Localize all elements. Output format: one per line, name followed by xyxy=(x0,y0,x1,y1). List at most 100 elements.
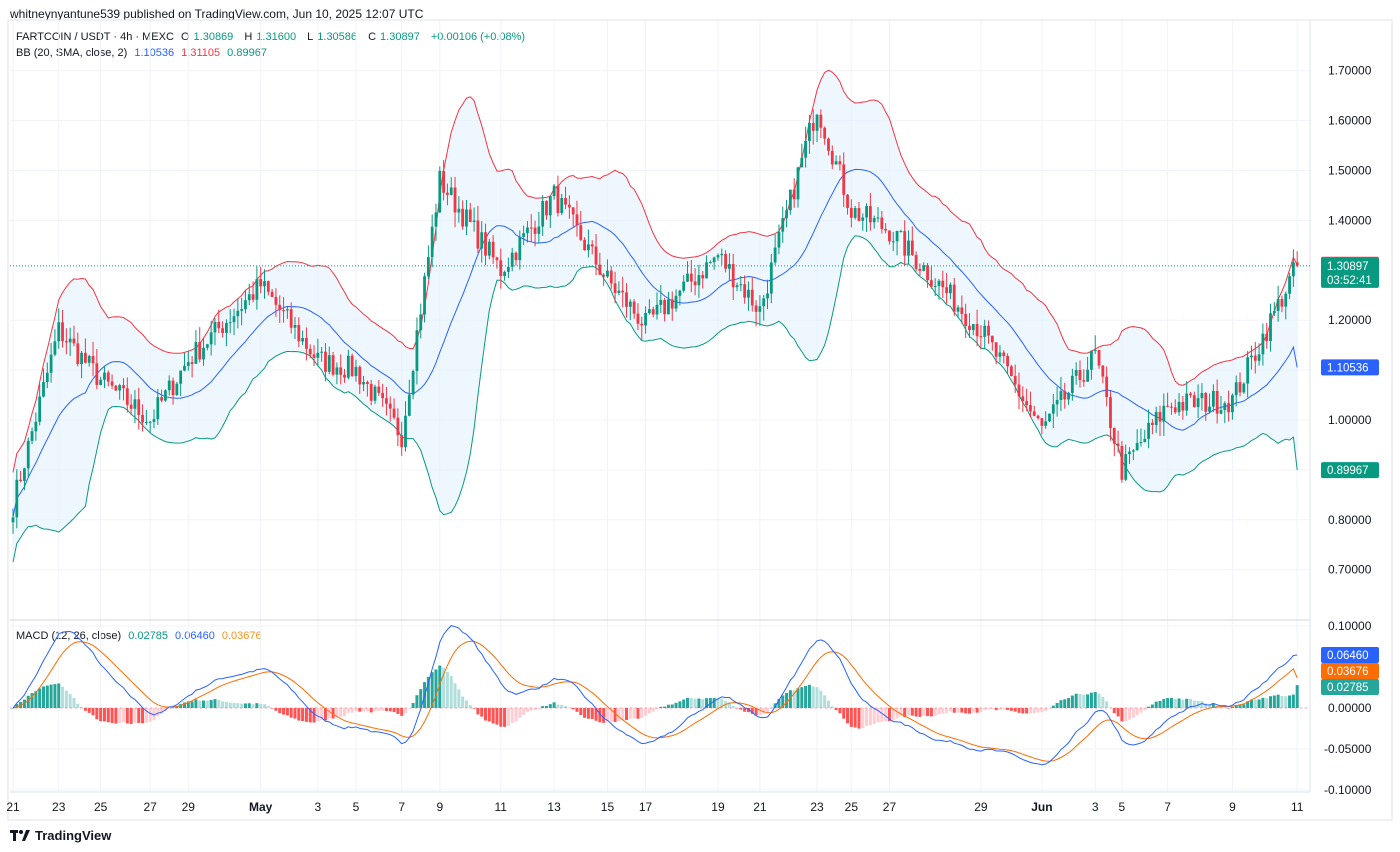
macd-hist-bar xyxy=(26,695,30,708)
time-tick-label: 27 xyxy=(883,800,897,814)
candle-body xyxy=(156,397,160,420)
candle-body xyxy=(1150,422,1154,426)
candle-body xyxy=(628,301,632,307)
macd-hist-bar xyxy=(548,704,552,708)
candle-body xyxy=(446,192,449,195)
macd-hist-bar xyxy=(689,697,693,708)
candle-body xyxy=(762,298,766,307)
candle-body xyxy=(1204,392,1208,412)
macd-tick-label: 0.00000 xyxy=(1328,701,1372,715)
macd-hist-bar xyxy=(61,686,65,708)
tradingview-icon xyxy=(10,829,30,841)
bb-label[interactable]: BB (20, SMA, close, 2) xyxy=(16,47,128,59)
candle-body xyxy=(1048,413,1051,422)
symbol-label[interactable]: FARTCOIN / USDT · 4h · MEXC xyxy=(16,31,174,43)
price-tick-label: 1.20000 xyxy=(1328,313,1372,327)
macd-hist-bar xyxy=(1070,695,1074,708)
candle-body xyxy=(594,246,598,265)
macd-hist-bar xyxy=(663,706,667,708)
candle-body xyxy=(625,292,628,307)
macd-hist-bar xyxy=(701,699,705,708)
candle-body xyxy=(84,352,87,363)
macd-hist-bar xyxy=(1002,708,1006,710)
candle-body xyxy=(823,127,827,139)
candle-body xyxy=(301,337,305,342)
candle-body xyxy=(929,280,933,287)
macd-hist-bar xyxy=(156,708,160,717)
macd-hist-bar xyxy=(758,708,762,716)
candle-body xyxy=(1029,405,1032,412)
time-tick-label: 3 xyxy=(1092,800,1099,814)
candle-body xyxy=(190,362,194,364)
candle-body xyxy=(716,255,720,258)
macd-hist-bar xyxy=(1280,695,1284,708)
macd-hist-bar xyxy=(594,708,598,721)
macd-hist-bar xyxy=(682,699,686,708)
candle-body xyxy=(42,382,45,397)
macd-hist-bar xyxy=(1169,697,1173,708)
candle-body xyxy=(1238,382,1242,393)
macd-hist-bar xyxy=(640,708,644,719)
macd-hist-bar xyxy=(834,708,838,711)
macd-label[interactable]: MACD (12, 26, close) xyxy=(16,630,122,642)
macd-hist-bar xyxy=(903,708,907,718)
macd-hist-bar xyxy=(57,683,61,708)
macd-line xyxy=(12,625,1298,766)
candle-body xyxy=(289,309,293,328)
candle-body xyxy=(529,227,533,229)
macd-hist-bar xyxy=(270,708,274,709)
candle-body xyxy=(876,217,880,219)
candle-body xyxy=(1166,405,1170,407)
candle-body xyxy=(571,207,575,215)
candle-body xyxy=(343,374,346,378)
macd-hist-bar xyxy=(1166,698,1170,708)
macd-hist-bar xyxy=(442,667,446,708)
macd-hist-bar xyxy=(1097,693,1101,708)
macd-hist-bar xyxy=(1208,704,1212,708)
candle-body xyxy=(1227,403,1230,413)
macd-hist-bar xyxy=(49,684,53,708)
macd-hist-bar xyxy=(186,701,190,708)
brand-label: TradingView xyxy=(35,828,112,843)
candle-body xyxy=(194,342,198,364)
macd-hist-bar xyxy=(259,703,263,708)
macd-hist-bar xyxy=(1131,708,1135,718)
candle-body xyxy=(522,233,526,237)
macd-hist-bar xyxy=(895,708,899,719)
price-tick-label: 1.60000 xyxy=(1328,114,1372,128)
candle-body xyxy=(144,421,148,423)
macd-hist-bar xyxy=(468,705,472,708)
candle-body xyxy=(567,204,571,208)
macd-hist-bar xyxy=(133,708,137,723)
macd-hist-bar xyxy=(876,708,880,723)
macd-hist-bar xyxy=(484,708,488,721)
candle-body xyxy=(548,196,552,216)
candle-body xyxy=(853,208,857,218)
time-tick-label: 23 xyxy=(52,800,66,814)
candle-body xyxy=(68,338,72,343)
macd-hist-bar xyxy=(571,708,575,710)
candle-body xyxy=(514,252,518,261)
macd-hist-bar xyxy=(1173,698,1177,708)
macd-hist-bar xyxy=(731,705,735,708)
macd-hist-bar xyxy=(224,701,228,708)
candle-body xyxy=(327,355,331,372)
candle-body xyxy=(891,241,895,243)
macd-hist-bar xyxy=(392,708,396,713)
macd-hist-bar xyxy=(87,708,91,713)
macd-hist-bar xyxy=(621,708,625,721)
macd-hist-bar xyxy=(1234,705,1238,708)
candle-body xyxy=(76,343,80,364)
candle-body xyxy=(312,354,316,358)
candle-body xyxy=(655,304,659,315)
time-tick-label: 9 xyxy=(436,800,443,814)
macd-hist-bar xyxy=(857,708,861,729)
macd-hist-bar xyxy=(38,688,42,708)
candle-body xyxy=(545,201,548,216)
candle-body xyxy=(240,309,244,311)
candle-body xyxy=(888,230,891,242)
macd-hist-bar xyxy=(449,676,453,708)
macd-hist-bar xyxy=(853,708,857,728)
tradingview-logo[interactable]: TradingView xyxy=(10,828,111,843)
